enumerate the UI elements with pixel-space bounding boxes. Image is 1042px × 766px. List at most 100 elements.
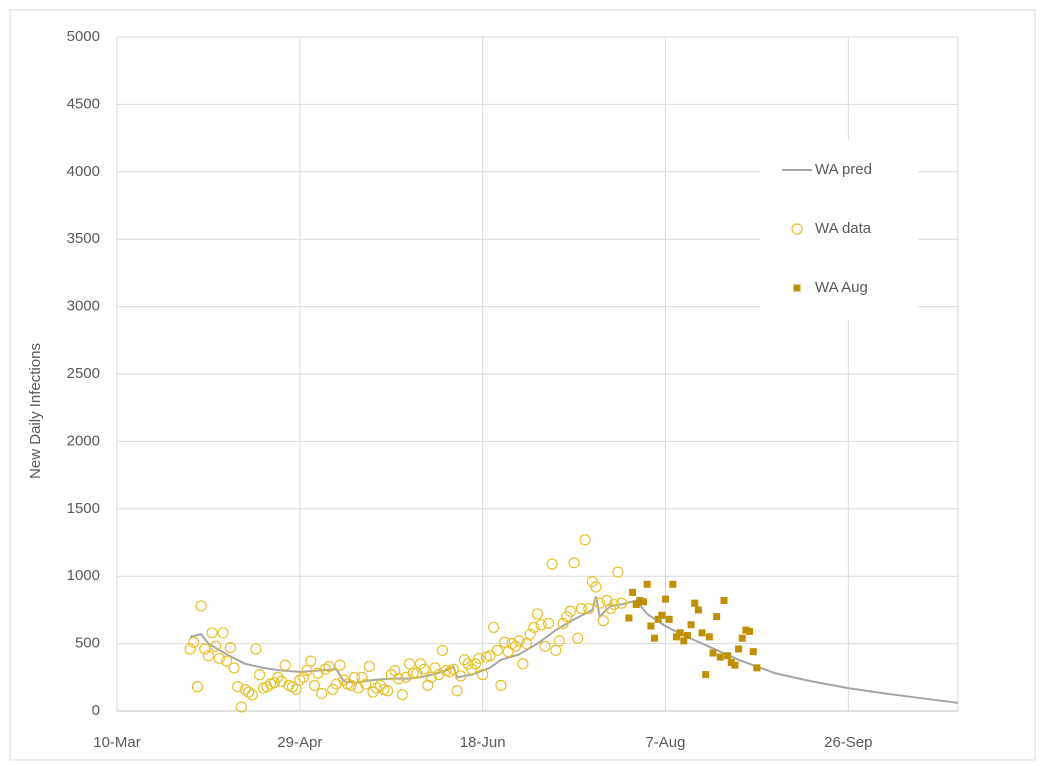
circle-point bbox=[557, 617, 569, 629]
circle-point bbox=[455, 670, 467, 682]
square-point bbox=[669, 580, 677, 588]
square-point bbox=[683, 632, 691, 640]
legend-label: WA pred bbox=[815, 161, 872, 178]
circle-point bbox=[429, 662, 441, 674]
circle-point bbox=[572, 632, 584, 644]
x-tick-label: 10-Mar bbox=[93, 734, 141, 751]
square-point bbox=[735, 645, 743, 653]
circle-point bbox=[506, 637, 518, 650]
circle-point bbox=[524, 628, 536, 640]
circle-point bbox=[513, 635, 525, 647]
circle-point bbox=[371, 682, 383, 694]
square-point bbox=[665, 615, 673, 623]
circle-point bbox=[550, 644, 562, 656]
square-point bbox=[742, 626, 750, 634]
circle-point bbox=[363, 660, 375, 673]
square-point bbox=[629, 588, 637, 596]
circle-point bbox=[191, 681, 204, 693]
square-point bbox=[632, 601, 640, 609]
square-point bbox=[749, 648, 757, 656]
circle-point bbox=[367, 686, 379, 698]
circle-point bbox=[239, 683, 251, 696]
circle-point bbox=[319, 663, 332, 675]
circle-point bbox=[250, 643, 262, 655]
circle-point bbox=[305, 655, 317, 667]
y-tick-label: 3000 bbox=[67, 298, 100, 315]
circle-point bbox=[228, 662, 240, 674]
y-tick-label: 1000 bbox=[67, 567, 100, 584]
circle-point bbox=[612, 566, 624, 578]
circle-point bbox=[206, 627, 218, 639]
square-point bbox=[727, 658, 735, 666]
square-point bbox=[687, 621, 695, 629]
circle-point bbox=[213, 652, 225, 665]
circle-point bbox=[495, 679, 507, 691]
x-tick-label: 7-Aug bbox=[645, 734, 685, 751]
circle-point bbox=[491, 644, 503, 656]
square-point bbox=[647, 622, 655, 630]
square-point bbox=[636, 596, 644, 604]
circle-point bbox=[396, 689, 408, 701]
circle-point bbox=[597, 615, 609, 627]
circle-point bbox=[615, 597, 628, 609]
circle-point bbox=[528, 621, 540, 634]
circle-point bbox=[334, 659, 346, 671]
circle-point bbox=[254, 669, 266, 681]
x-tick-label: 26-Sep bbox=[824, 734, 872, 751]
circle-point bbox=[279, 659, 291, 671]
square-point bbox=[672, 633, 680, 641]
square-point bbox=[746, 627, 754, 635]
circle-point bbox=[217, 627, 229, 639]
square-point bbox=[694, 606, 702, 614]
y-tick-label: 500 bbox=[75, 635, 100, 652]
square-point bbox=[676, 629, 684, 637]
circle-point bbox=[579, 534, 591, 546]
circle-point bbox=[323, 660, 335, 673]
circle-point bbox=[349, 671, 361, 683]
circle-point bbox=[583, 602, 595, 615]
circle-point bbox=[520, 637, 533, 650]
circle-point bbox=[451, 685, 463, 697]
circle-point bbox=[458, 654, 470, 666]
circle-point bbox=[488, 621, 500, 634]
square-point bbox=[661, 595, 669, 603]
square-point bbox=[731, 661, 739, 669]
circle-point bbox=[235, 701, 247, 713]
y-tick-label: 0 bbox=[92, 702, 100, 719]
circle-point bbox=[498, 636, 511, 648]
circle-point bbox=[221, 655, 233, 667]
square-point bbox=[654, 615, 662, 623]
circle-point bbox=[553, 635, 566, 647]
square-point bbox=[724, 652, 732, 660]
circle-point bbox=[403, 658, 416, 670]
square-point bbox=[716, 653, 724, 661]
circle-point bbox=[484, 650, 496, 662]
square-point bbox=[709, 649, 717, 657]
square-point bbox=[691, 599, 699, 607]
circle-point bbox=[224, 642, 236, 654]
circle-point bbox=[473, 652, 485, 665]
square-point bbox=[658, 611, 666, 619]
circle-point bbox=[210, 640, 222, 652]
circle-point bbox=[444, 666, 456, 678]
circle-point bbox=[447, 663, 459, 675]
circle-point bbox=[338, 674, 350, 686]
legend-label: WA data bbox=[815, 220, 872, 237]
square-point bbox=[643, 580, 651, 588]
circle-point bbox=[575, 602, 587, 615]
square-point bbox=[625, 614, 633, 622]
circle-point bbox=[605, 602, 617, 615]
circle-point bbox=[188, 636, 200, 648]
circle-point bbox=[590, 581, 602, 593]
circle-point bbox=[308, 679, 321, 691]
legend-swatch bbox=[793, 284, 801, 292]
circle-point bbox=[272, 671, 284, 683]
legend-swatch bbox=[791, 223, 803, 235]
circle-point bbox=[568, 557, 580, 569]
square-point bbox=[640, 598, 648, 606]
circle-point bbox=[246, 689, 258, 701]
circle-point bbox=[301, 664, 313, 677]
square-point bbox=[705, 633, 713, 641]
circle-point bbox=[356, 671, 368, 683]
